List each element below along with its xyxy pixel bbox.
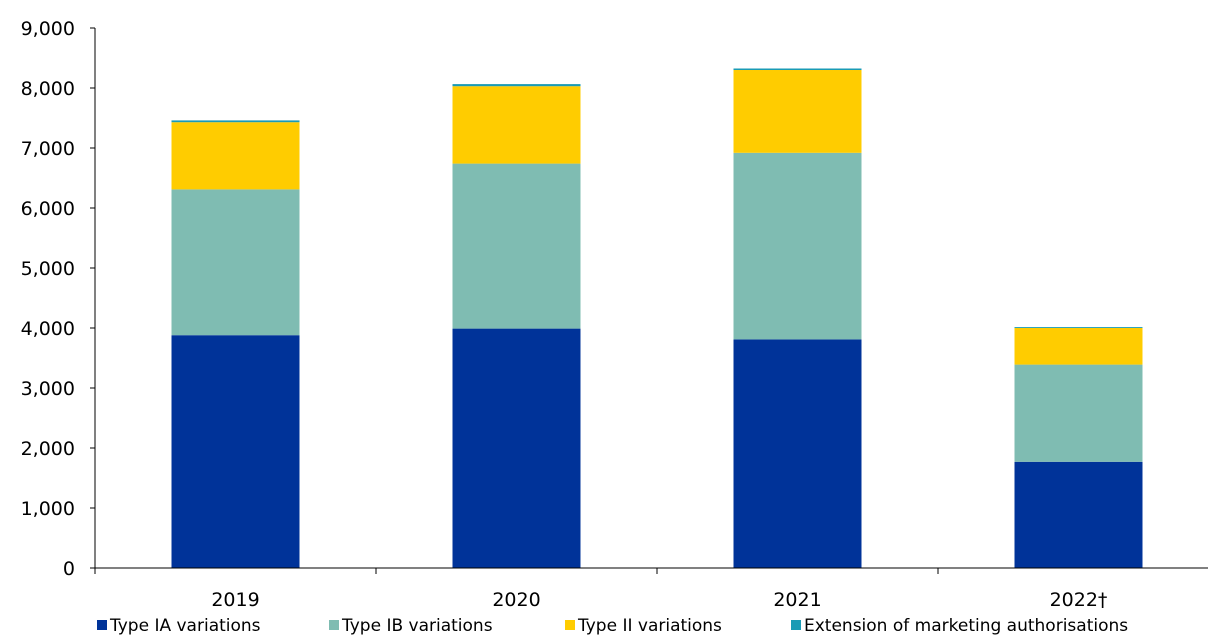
bar-2021-series-2 <box>733 152 862 340</box>
bar-2022-series-2 <box>1014 364 1143 462</box>
x-tick-label: 2022† <box>1050 589 1108 611</box>
y-tick-label: 8,000 <box>21 78 75 100</box>
bar-2019-series-2 <box>171 189 300 336</box>
y-tick-label: 0 <box>63 558 75 580</box>
legend-swatch <box>565 620 575 630</box>
bar-2019-series-4 <box>171 120 300 123</box>
bar-2022-series-3 <box>1014 328 1143 365</box>
y-axis: 0 1,000 2,000 3,000 4,000 5,000 6,000 7,000 8,00… <box>21 18 96 580</box>
y-tick-label: 3,000 <box>21 378 75 400</box>
bar-2022-series-4 <box>1014 327 1143 328</box>
plot-area <box>171 68 1143 568</box>
y-tick-label: 2,000 <box>21 438 75 460</box>
x-tick-label: 2020 <box>492 589 540 611</box>
bar-2021-series-1 <box>733 339 862 568</box>
y-tick-label: 1,000 <box>21 498 75 520</box>
y-tick-label: 7,000 <box>21 138 75 160</box>
y-tick-label: 5,000 <box>21 258 75 280</box>
bar-2021-series-3 <box>733 70 862 153</box>
bar-2020-series-1 <box>452 328 581 568</box>
y-tick-label: 6,000 <box>21 198 75 220</box>
x-tick-label: 2019 <box>211 589 259 611</box>
legend: Type IA variations Type IB variations Type… <box>97 616 1128 636</box>
legend-label: Type IB variations <box>341 616 493 636</box>
bar-2020-series-3 <box>452 86 581 164</box>
legend-label: Type II variations <box>577 616 722 636</box>
y-tick-label: 9,000 <box>21 18 75 40</box>
bar-2020-series-2 <box>452 163 581 329</box>
legend-swatch <box>791 620 801 630</box>
x-tick-label: 2021 <box>773 589 821 611</box>
bar-2022-series-1 <box>1014 461 1143 568</box>
legend-swatch <box>97 620 107 630</box>
x-axis: 2019 2020 2021 2022† <box>94 567 1208 611</box>
bar-2020-series-4 <box>452 84 581 87</box>
legend-swatch <box>329 620 339 630</box>
bar-2021-series-4 <box>733 68 862 70</box>
bar-2019-series-3 <box>171 122 300 190</box>
legend-label: Type IA variations <box>109 616 261 636</box>
legend-label: Extension of marketing authorisations <box>804 616 1128 636</box>
y-tick-label: 4,000 <box>21 318 75 340</box>
bar-2019-series-1 <box>171 335 300 568</box>
